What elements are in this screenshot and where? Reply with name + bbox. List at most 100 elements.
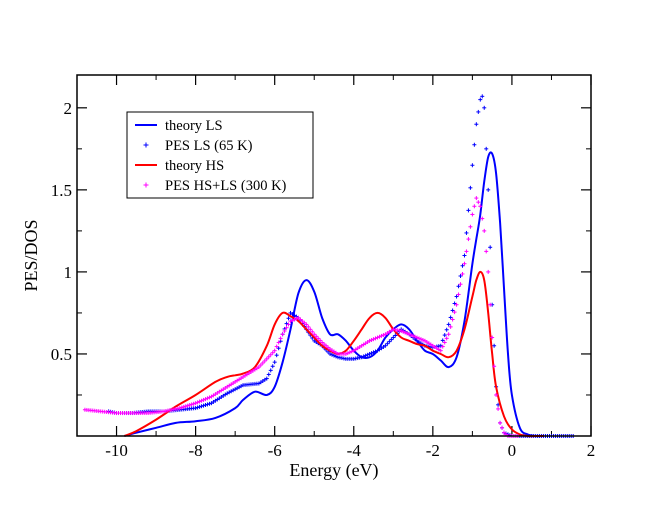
data-point: [377, 334, 382, 339]
data-point: [464, 230, 469, 235]
data-point: [466, 208, 471, 213]
data-point: [458, 282, 463, 287]
data-point: [282, 328, 287, 333]
data-point: [452, 310, 457, 315]
data-point: [332, 353, 336, 358]
data-point: [330, 352, 335, 357]
data-point: [472, 204, 477, 209]
data-point: [280, 332, 285, 337]
data-point: [286, 322, 291, 327]
data-point: [363, 353, 368, 358]
data-point: [193, 401, 198, 406]
data-point: [367, 338, 372, 343]
data-point: [256, 365, 261, 370]
data-point: [270, 364, 275, 369]
data-point: [276, 340, 281, 345]
data-point: [347, 350, 352, 355]
legend-label: PES LS (65 K): [165, 138, 253, 154]
data-point: [470, 163, 475, 168]
data-point: [466, 237, 471, 242]
x-tick-label: 2: [587, 441, 596, 460]
data-point: [183, 404, 188, 409]
data-point: [197, 404, 202, 409]
data-point: [411, 333, 416, 338]
legend-label: PES HS+LS (300 K): [165, 178, 287, 194]
data-point: [440, 338, 445, 343]
data-point: [268, 352, 273, 357]
data-point: [409, 333, 414, 338]
series-theory-hs: [124, 270, 544, 438]
data-point: [492, 343, 497, 348]
data-point: [488, 245, 493, 250]
data-point: [288, 319, 293, 324]
data-point: [316, 336, 321, 341]
data-point: [446, 332, 451, 337]
data-point: [195, 400, 200, 405]
y-tick-label: 1: [64, 263, 73, 282]
data-point: [474, 196, 479, 201]
data-point: [496, 406, 501, 411]
data-point: [444, 336, 449, 341]
legend: theory LS PES LS (65 K) theory HS PES HS+LS…: [126, 111, 314, 199]
data-point: [387, 339, 392, 344]
data-point: [415, 335, 420, 340]
data-point: [462, 261, 467, 266]
data-point: [274, 353, 279, 358]
data-point: [486, 187, 491, 192]
data-point: [407, 332, 412, 337]
data-point: [456, 292, 461, 297]
y-tick-label: 2: [64, 99, 73, 118]
data-point: [304, 322, 309, 327]
data-point: [349, 349, 354, 354]
y-axis-label: PES/DOS: [21, 219, 41, 291]
data-point: [482, 228, 487, 233]
data-point: [478, 97, 483, 102]
data-point: [318, 338, 323, 343]
data-point: [476, 200, 481, 205]
data-point: [373, 336, 378, 341]
data-point: [446, 322, 451, 327]
data-point: [460, 263, 465, 268]
data-point: [454, 302, 459, 307]
data-point: [484, 249, 489, 254]
data-point: [260, 360, 265, 365]
data-point: [266, 354, 271, 359]
data-point: [306, 324, 311, 329]
data-point: [185, 403, 190, 408]
data-point: [284, 321, 289, 326]
data-point: [442, 333, 447, 338]
data-point: [367, 351, 372, 356]
data-point: [375, 335, 380, 340]
x-tick-label: -2: [426, 441, 440, 460]
data-point: [417, 336, 422, 341]
data-point: [492, 364, 497, 369]
data-point: [177, 406, 182, 411]
data-point: [383, 343, 388, 348]
data-point: [454, 294, 459, 299]
data-point: [292, 317, 297, 322]
data-point: [482, 105, 487, 110]
data-point: [460, 271, 465, 276]
data-point: [365, 352, 370, 357]
legend-item: theory LS: [135, 118, 223, 134]
data-point: [401, 329, 406, 334]
data-point: [462, 253, 467, 258]
data-point: [438, 343, 443, 348]
data-point: [207, 401, 212, 406]
data-point: [201, 403, 206, 408]
data-point: [472, 142, 477, 147]
legend-label: theory HS: [165, 158, 224, 174]
x-tick-label: 0: [508, 441, 517, 460]
data-point: [197, 399, 202, 404]
data-point: [203, 403, 208, 408]
data-point: [468, 224, 473, 229]
data-point: [361, 354, 366, 359]
data-point: [195, 405, 200, 410]
data-point: [284, 325, 289, 330]
data-point: [438, 348, 443, 353]
data-point: [385, 341, 390, 346]
legend-swatch-marker: [143, 142, 149, 148]
legend-swatch-marker: [143, 182, 149, 188]
data-point: [345, 351, 350, 356]
